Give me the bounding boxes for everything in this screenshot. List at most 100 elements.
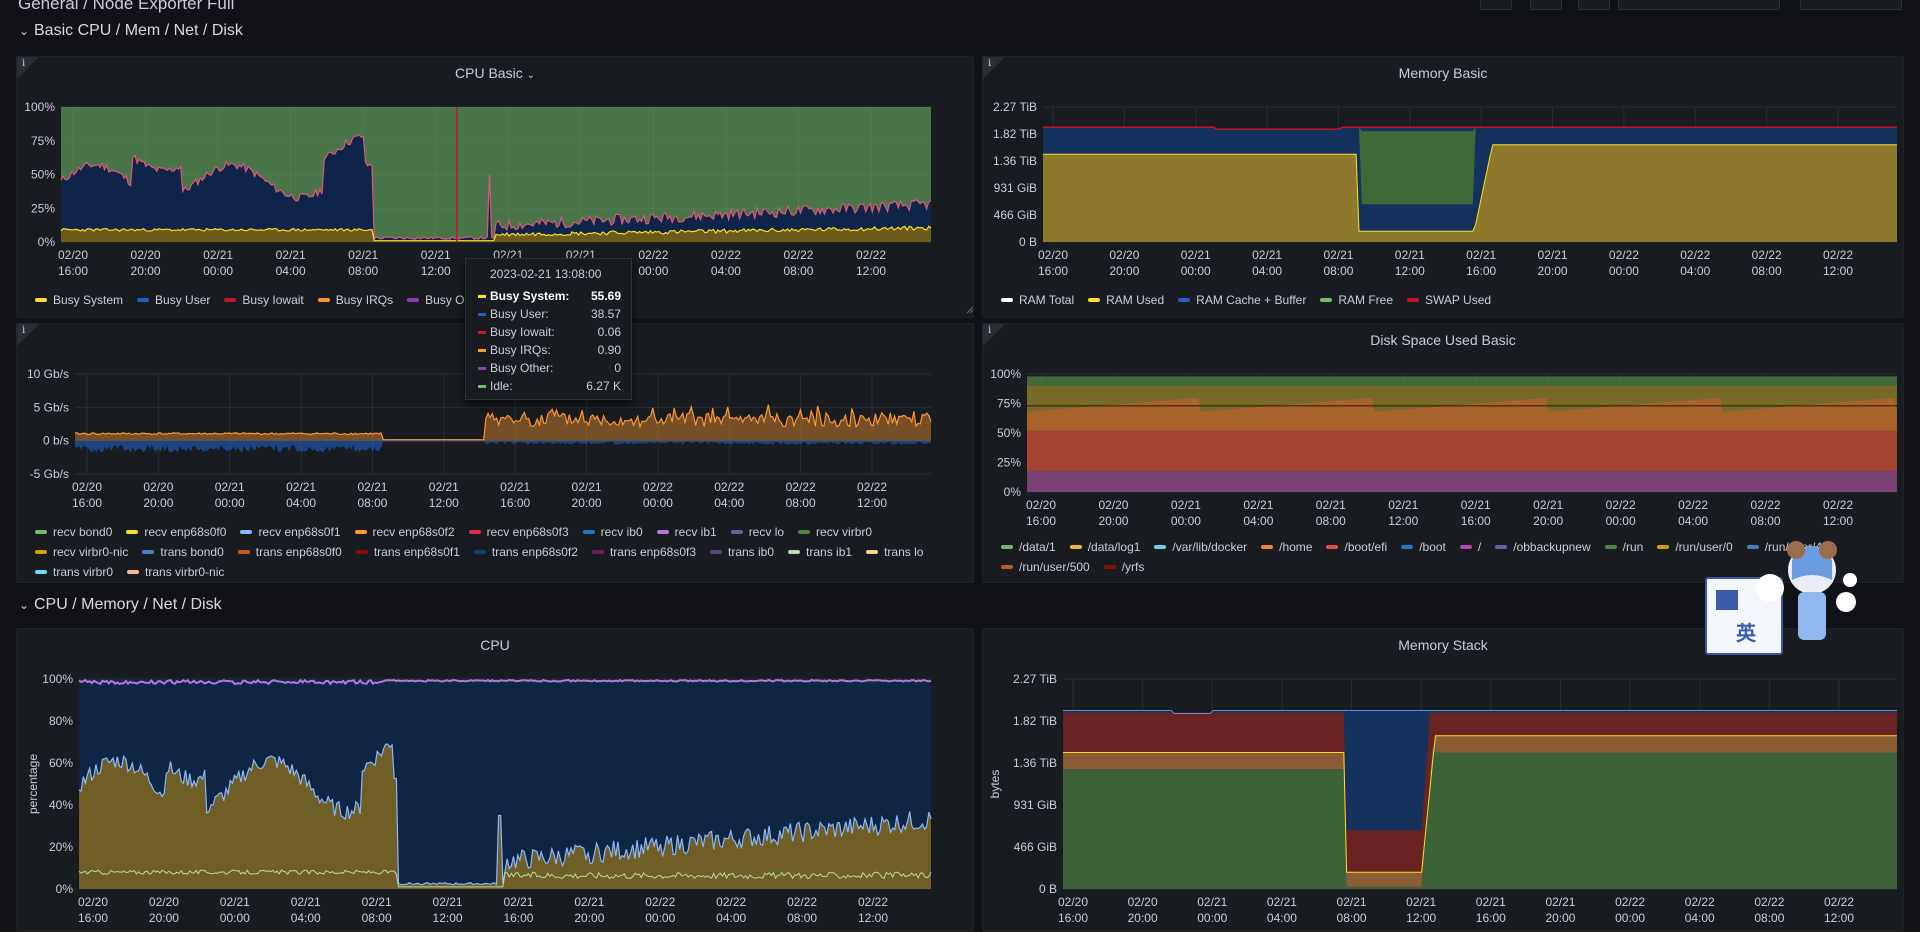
legend-item[interactable]: trans ib1 [788, 543, 852, 561]
legend-item[interactable]: /run [1604, 538, 1643, 556]
legend-swatch [730, 530, 743, 534]
legend-item[interactable]: trans lo [866, 543, 923, 561]
legend-swatch [317, 298, 330, 302]
breadcrumb[interactable]: General / Node Exporter Full [18, 0, 235, 13]
x-tick-label: 20:00 [1098, 514, 1128, 528]
legend-label: recv virbr0 [816, 525, 873, 539]
legend-item[interactable]: RAM Total [1001, 291, 1074, 309]
legend-item[interactable]: trans ib0 [710, 543, 774, 561]
panel-memory-basic[interactable]: i Memory Basic 2.27 TiB 1.82 TiB 1.36 TiB 9… [982, 56, 1904, 318]
legend-item[interactable]: /obbackupnew [1495, 538, 1591, 556]
legend-item[interactable]: recv enp68s0f2 [354, 523, 455, 541]
legend-item[interactable]: /run/user/500 [1001, 558, 1090, 576]
legend-label: /data/log1 [1087, 540, 1141, 554]
refresh-button[interactable] [1800, 0, 1902, 10]
y-tick-label: 80% [49, 714, 73, 728]
legend-item[interactable]: /run/user/0 [1657, 538, 1733, 556]
info-icon[interactable]: i [17, 57, 39, 79]
add-panel-button[interactable] [1480, 0, 1512, 10]
x-tick-label: 02/21 [1388, 498, 1418, 512]
cpu-chart[interactable]: 100% 80% 60% 40% 20% 0% 02/20 16:00 02/20 20:00 02… [17, 629, 974, 932]
legend-item[interactable]: trans enp68s0f0 [237, 543, 342, 561]
panel-memory-stack[interactable]: Memory Stack 2.27 TiB 1.82 TiB 1.36 TiB 931… [982, 628, 1904, 932]
legend-item[interactable]: trans enp68s0f3 [591, 543, 696, 561]
legend-item[interactable]: / [1459, 538, 1481, 556]
panel-cpu[interactable]: CPU 100% 80% 60% 40% 20% 0% 02/20 16:00 02/20 20:… [16, 628, 974, 932]
legend-item[interactable]: recv virbr0 [798, 523, 872, 541]
legend-item[interactable]: /data/log1 [1069, 538, 1141, 556]
legend-item[interactable]: trans virbr0-nic [127, 563, 224, 581]
save-dashboard-button[interactable] [1530, 0, 1562, 10]
panel-title[interactable]: Disk Space Used Basic [1370, 332, 1516, 348]
x-tick-label: 02/20 [1128, 895, 1158, 909]
legend-item[interactable]: trans virbr0 [35, 563, 113, 581]
legend-item[interactable]: /var/lib/docker [1154, 538, 1247, 556]
legend-item[interactable]: recv lo [730, 523, 784, 541]
chart-tooltip: 2023-02-21 13:08:00 Busy System: 55.69 Bus… [465, 258, 632, 400]
legend-item[interactable]: Busy System [35, 291, 123, 309]
info-icon[interactable]: i [983, 57, 1005, 79]
time-picker-button[interactable] [1618, 0, 1780, 10]
legend-item[interactable]: trans enp68s0f1 [355, 543, 460, 561]
panel-disk-space-used-basic[interactable]: i Disk Space Used Basic 100% 75% 50% 25% 0% 0… [982, 323, 1904, 583]
legend-item[interactable]: RAM Free [1320, 291, 1393, 309]
panel-title[interactable]: CPU Basic ⌄ [455, 65, 535, 81]
legend-label: recv enp68s0f2 [372, 525, 455, 539]
legend-swatch [798, 530, 811, 534]
legend-item[interactable]: /data/1 [1001, 538, 1056, 556]
legend-item[interactable]: recv bond0 [35, 523, 112, 541]
legend-item[interactable]: recv enp68s0f1 [240, 523, 341, 541]
legend-item[interactable]: SWAP Used [1407, 291, 1491, 309]
row-header-basic[interactable]: ⌄ Basic CPU / Mem / Net / Disk [18, 22, 243, 40]
x-tick-label: 02/21 [1197, 895, 1227, 909]
legend-swatch [126, 530, 139, 534]
y-tick-label: 40% [49, 798, 73, 812]
x-tick-label: 02/21 [1533, 498, 1563, 512]
legend-item[interactable]: recv enp68s0f0 [126, 523, 226, 541]
legend-item[interactable]: trans bond0 [142, 543, 224, 561]
legend-item[interactable]: recv virbr0-nic [35, 543, 128, 561]
tooltip-row: Busy System: 55.69 [466, 287, 631, 305]
legend-item[interactable]: trans enp68s0f2 [473, 543, 578, 561]
x-tick-label: 02/21 [357, 480, 387, 494]
info-icon[interactable]: i [17, 324, 39, 346]
legend-label: RAM Cache + Buffer [1196, 293, 1307, 307]
disk-basic-chart[interactable]: 100% 75% 50% 25% 0% 02/20 16:00 02/20 20:00 02/21… [983, 324, 1904, 583]
x-tick-label: 16:00 [1058, 911, 1088, 925]
legend-item[interactable]: /boot/efi [1326, 538, 1387, 556]
legend-item[interactable]: /yrfs [1103, 558, 1144, 576]
legend-item[interactable]: RAM Cache + Buffer [1178, 291, 1306, 309]
legend-item[interactable]: Busy O [407, 291, 464, 309]
y-tick-label: 50% [31, 168, 55, 182]
x-tick-label: 12:00 [1824, 911, 1854, 925]
legend-label: trans virbr0 [53, 565, 114, 579]
legend-label: recv enp68s0f0 [144, 525, 227, 539]
legend-item[interactable]: Busy Iowait [224, 291, 304, 309]
x-tick-label: 02/21 [1316, 498, 1346, 512]
legend-item[interactable]: Busy User [137, 291, 210, 309]
settings-button[interactable] [1578, 0, 1610, 10]
x-tick-label: 02/22 [783, 248, 813, 262]
memory-stack-chart[interactable]: 2.27 TiB 1.82 TiB 1.36 TiB 931 GiB 466 GiB 0 … [983, 629, 1904, 932]
x-tick-label: 02/22 [1751, 498, 1781, 512]
x-tick-label: 08:00 [1752, 264, 1782, 278]
panel-title[interactable]: Memory Basic [1398, 65, 1488, 81]
x-tick-label: 00:00 [1615, 911, 1645, 925]
legend-item[interactable]: /boot [1401, 538, 1446, 556]
legend-item[interactable]: recv enp68s0f3 [468, 523, 569, 541]
legend-item[interactable]: RAM Used [1088, 291, 1164, 309]
legend-item[interactable]: /home [1261, 538, 1312, 556]
cpu-basic-chart[interactable]: 100%75%50%25%0%02/2016:0002/2020:0002/21… [17, 57, 974, 318]
legend-item[interactable]: recv ib1 [656, 523, 717, 541]
legend-swatch [1746, 545, 1759, 549]
panel-title[interactable]: Memory Stack [1398, 637, 1488, 653]
panel-title[interactable]: CPU [480, 637, 510, 653]
x-tick-label: 08:00 [362, 911, 392, 925]
legend-item[interactable]: recv ib0 [582, 523, 643, 541]
info-icon[interactable]: i [983, 324, 1005, 346]
series-busy-user [61, 134, 931, 242]
memory-basic-chart[interactable]: 2.27 TiB 1.82 TiB 1.36 TiB 931 GiB 466 GiB 0 … [983, 57, 1904, 318]
legend-item[interactable]: Busy IRQs [317, 291, 393, 309]
row-header-detail[interactable]: ⌄ CPU / Memory / Net / Disk [18, 596, 222, 614]
y-tick-label: -5 Gb/s [30, 467, 69, 481]
